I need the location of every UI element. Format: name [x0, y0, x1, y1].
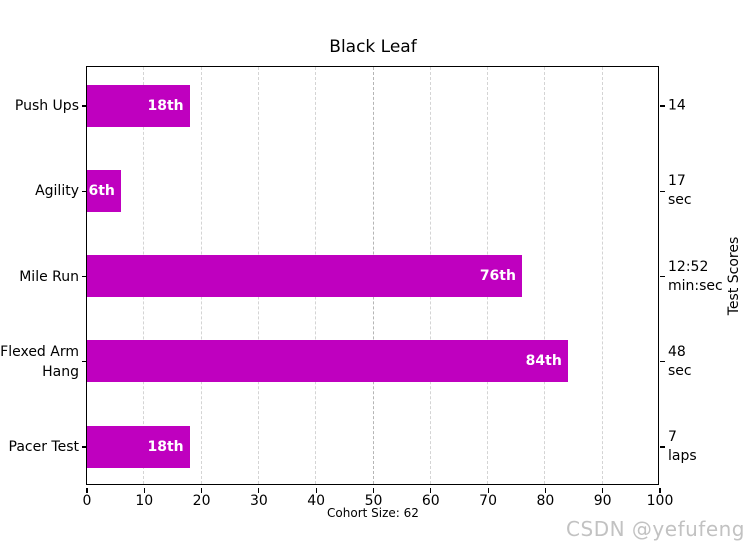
x-tick	[602, 487, 604, 493]
x-tick-label: 90	[593, 493, 612, 509]
x-tick	[430, 487, 432, 493]
x-tick	[86, 487, 88, 493]
bar: 18th	[86, 425, 190, 468]
x-tick	[143, 487, 145, 493]
bar-value-label: 76th	[479, 268, 516, 284]
y-tick-right	[660, 361, 665, 363]
y-tick-right	[660, 190, 665, 192]
x-tick	[544, 487, 546, 493]
score-label: 7 laps	[668, 429, 697, 464]
x-tick-label: 60	[421, 493, 440, 509]
x-tick	[315, 487, 317, 493]
bar: 6th	[86, 169, 121, 212]
x-tick-label: 50	[364, 493, 383, 509]
x-tick	[201, 487, 203, 493]
y-tick-right	[660, 446, 665, 448]
score-label: 12:52 min:sec	[668, 258, 723, 294]
category-label: Flexed Arm Hang	[0, 343, 79, 380]
right-axis-label: Test Scores	[726, 236, 742, 316]
bar-value-label: 18th	[147, 97, 184, 114]
y-tick-right	[660, 105, 665, 107]
category-label: Push Ups	[14, 98, 79, 114]
bar: 18th	[86, 84, 190, 127]
y-tick-left	[82, 446, 87, 448]
y-tick-left	[82, 190, 87, 192]
x-tick-label: 70	[479, 493, 498, 509]
y-tick-left	[82, 105, 87, 107]
category-label: Pacer Test	[8, 439, 79, 455]
bar-value-label: 18th	[147, 438, 184, 455]
chart-title: Black Leaf	[329, 37, 417, 57]
category-label: Mile Run	[19, 268, 79, 285]
gridline	[544, 66, 546, 484]
x-tick-label: 80	[536, 493, 555, 509]
x-tick-label: 40	[307, 493, 326, 509]
x-tick	[487, 487, 489, 493]
score-label: 48 sec	[668, 343, 692, 379]
x-tick	[258, 487, 260, 493]
x-tick-label: 100	[646, 493, 674, 509]
score-label: 14	[668, 97, 686, 114]
x-tick-label: 10	[135, 493, 154, 509]
bar-value-label: 84th	[525, 353, 562, 370]
x-tick-label: 20	[192, 493, 211, 509]
gridline	[601, 66, 603, 484]
score-label: 17 sec	[668, 173, 692, 209]
y-tick-left	[82, 275, 87, 278]
plot-area: 18th 6th 76th 84th 18th	[85, 65, 659, 485]
x-tick-label: 0	[82, 493, 92, 509]
category-label: Agility	[35, 183, 79, 200]
bar: 84th	[86, 340, 568, 383]
x-tick	[659, 487, 661, 493]
y-tick-left	[82, 361, 87, 363]
bar-value-label: 6th	[88, 182, 115, 199]
bar: 76th	[86, 255, 522, 297]
x-tick-label: 30	[249, 493, 268, 509]
x-tick	[372, 487, 375, 493]
x-axis-label: Cohort Size: 62	[327, 506, 419, 520]
watermark: CSDN @yefufeng	[566, 517, 745, 541]
y-tick-right	[660, 275, 665, 278]
